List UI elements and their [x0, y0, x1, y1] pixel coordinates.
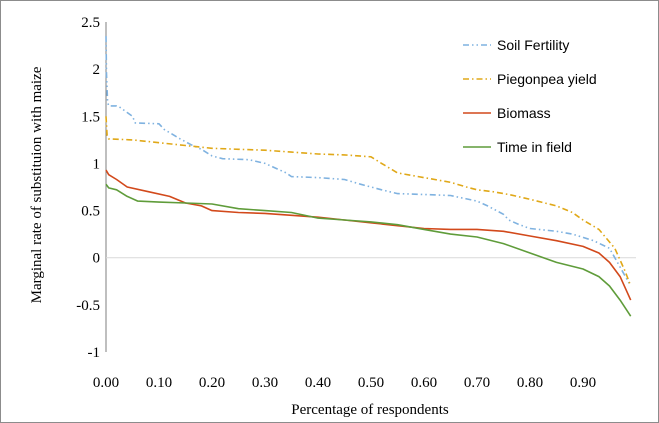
y-tick-label: 0.5: [81, 204, 100, 220]
legend-label-4: Time in field: [497, 139, 572, 155]
x-tick-label: 0.60: [411, 375, 437, 391]
y-axis-title: Marginal rate of substituion with maize: [29, 66, 45, 303]
series-layer: [105, 36, 632, 317]
x-tick-label: 0.40: [305, 375, 331, 391]
tick-labels: 0.00 0.10 0.20 0.30 0.40 0.50 0.60 0.70 0.80 0.90…: [76, 15, 596, 391]
legend: Soil Fertility Piegonpea yield Biomass Time…: [463, 37, 597, 155]
legend-label-3: Biomass: [497, 105, 551, 121]
x-tick-label: 0.90: [570, 375, 596, 391]
y-tick-label: 1.5: [81, 109, 100, 125]
y-tick-label: 1: [93, 156, 101, 172]
x-tick-label: 0.00: [93, 375, 119, 391]
y-tick-label: 2.5: [81, 15, 100, 31]
x-tick-label: 0.50: [358, 375, 384, 391]
x-tick-label: 0.70: [464, 375, 490, 391]
series-line-1: [105, 36, 632, 287]
y-tick-label: -1: [88, 345, 101, 361]
x-tick-label: 0.80: [517, 375, 543, 391]
y-tick-label: 2: [93, 62, 101, 78]
y-tick-label: -0.5: [76, 298, 100, 314]
legend-label-2: Piegonpea yield: [497, 71, 597, 87]
x-tick-label: 0.20: [199, 375, 225, 391]
x-axis-title: Percentage of respondents: [291, 402, 449, 418]
series-line-2: [105, 116, 632, 287]
y-tick-label: 0: [93, 251, 101, 267]
series-line-4: [105, 183, 632, 317]
x-tick-label: 0.10: [146, 375, 172, 391]
x-tick-label: 0.30: [252, 375, 278, 391]
legend-label-1: Soil Fertility: [497, 37, 569, 53]
